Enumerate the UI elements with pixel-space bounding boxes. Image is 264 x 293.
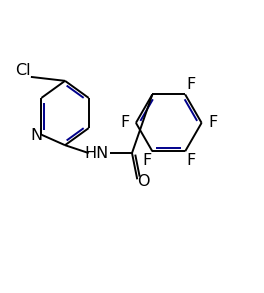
Text: F: F: [186, 77, 195, 92]
Text: F: F: [142, 153, 152, 168]
Text: F: F: [208, 115, 217, 130]
Text: F: F: [120, 115, 130, 130]
Text: F: F: [186, 153, 195, 168]
Text: HN: HN: [84, 146, 109, 161]
Text: Cl: Cl: [15, 63, 31, 78]
Text: O: O: [137, 174, 149, 189]
Text: N: N: [31, 129, 43, 144]
